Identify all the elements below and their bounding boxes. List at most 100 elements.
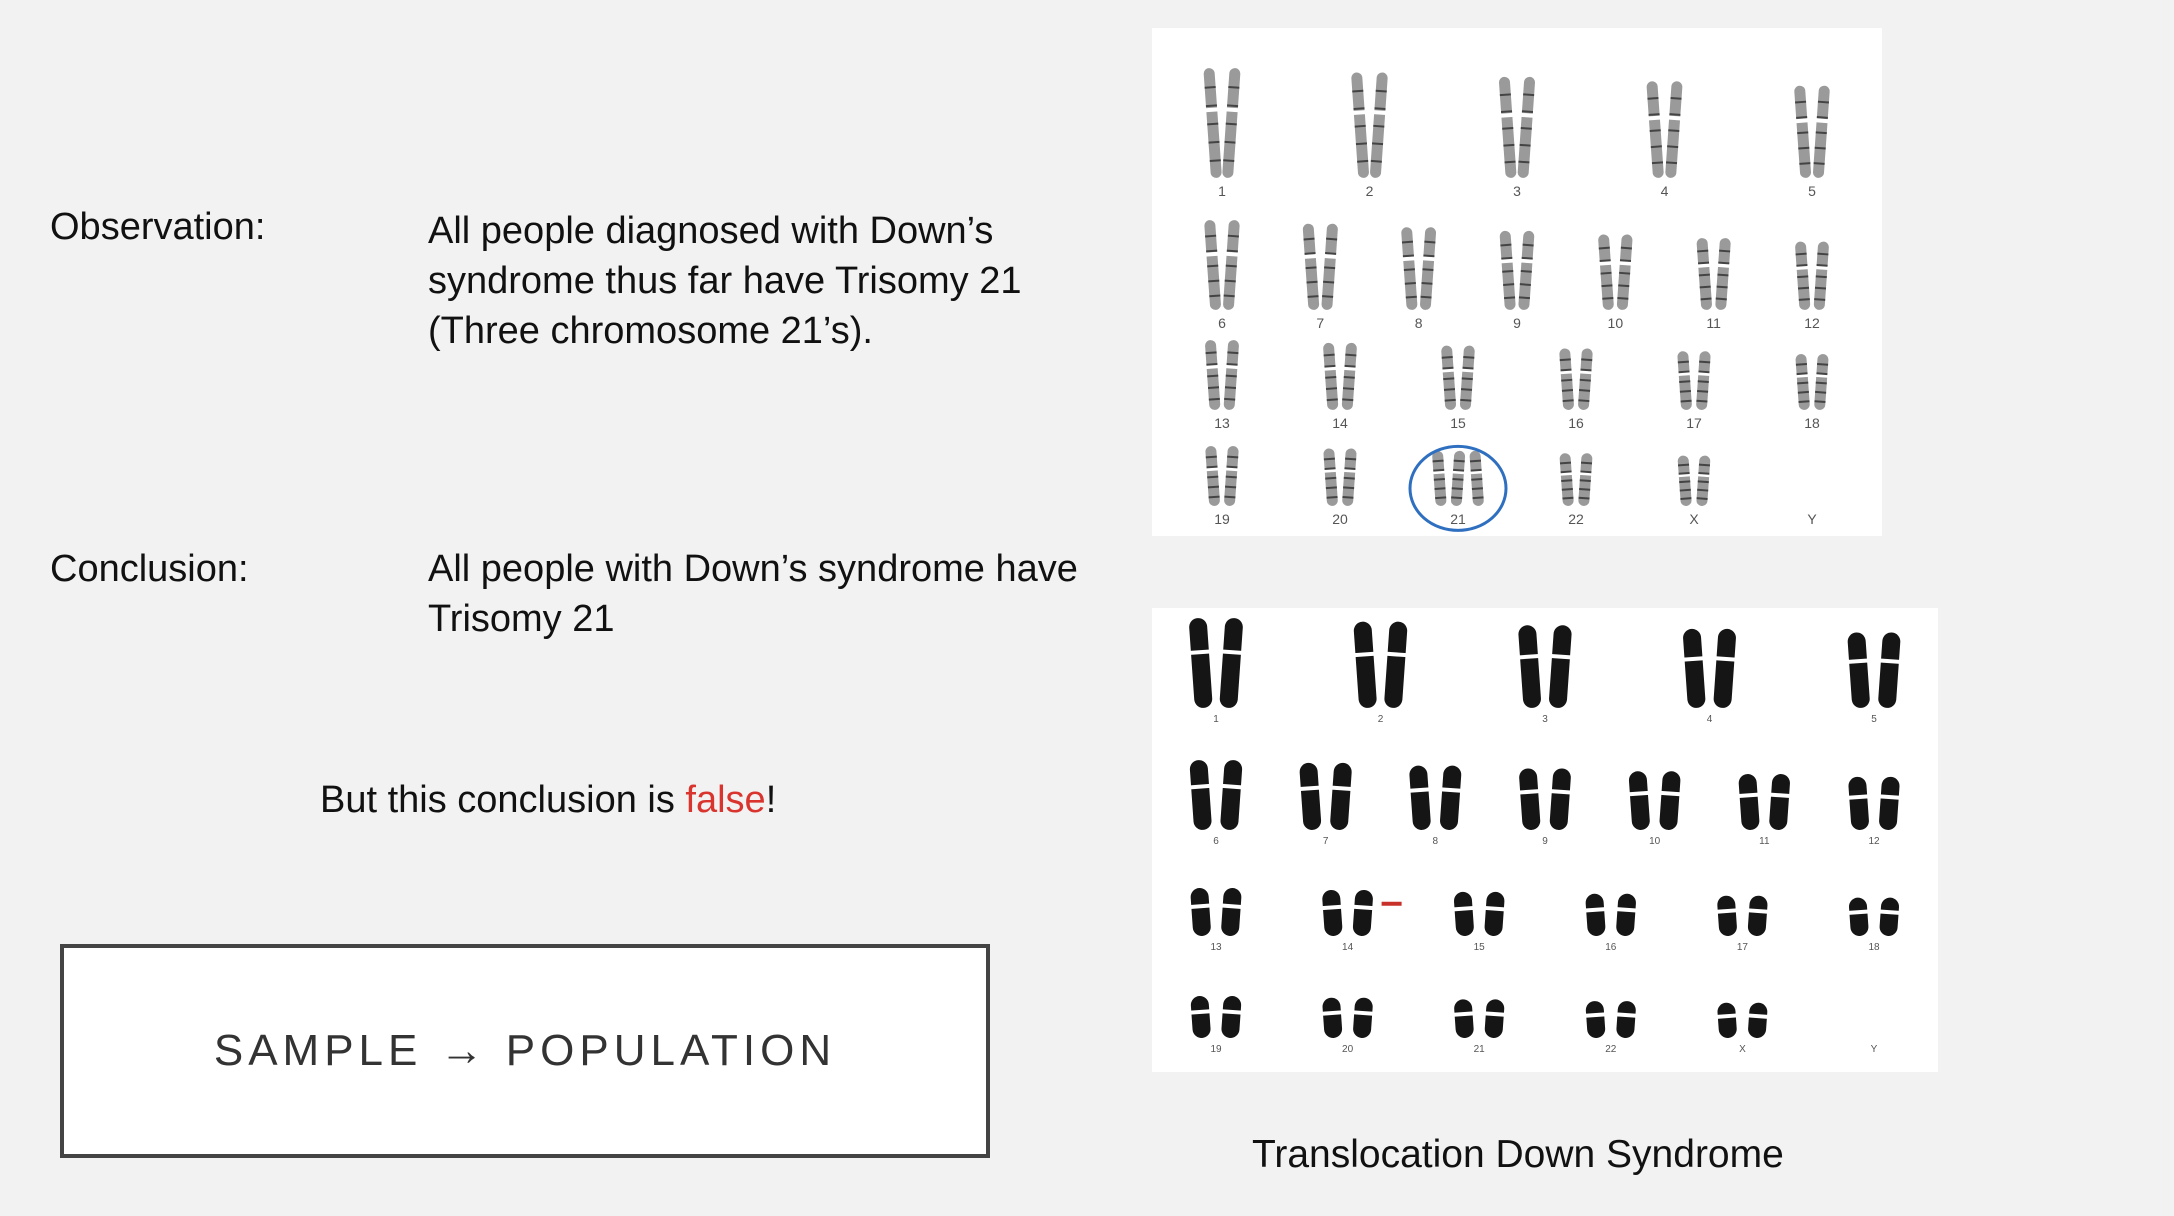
conclusion-label: Conclusion: <box>50 548 249 590</box>
chromosome-label: 16 <box>1568 415 1584 431</box>
chromosome-label: 8 <box>1433 836 1439 847</box>
chromosome-5 <box>1794 85 1830 178</box>
chromosome-2 <box>1351 72 1388 178</box>
chromosome-4 <box>1683 628 1736 708</box>
chromosome-label: Y <box>1871 1044 1878 1055</box>
sample-population-text: SAMPLE → POPULATION <box>213 1026 837 1075</box>
rebuttal-line: But this conclusion is false! <box>320 775 776 825</box>
chromosome-7 <box>1299 762 1352 830</box>
chromosome-16 <box>1585 893 1637 936</box>
chromosome-X <box>1677 455 1711 506</box>
chromosome-label: 16 <box>1605 942 1617 953</box>
chromosome-label: 3 <box>1542 714 1548 725</box>
chromosome-label: 5 <box>1808 183 1816 199</box>
figure-caption: Translocation Down Syndrome <box>1252 1133 1784 1176</box>
chromosome-6 <box>1189 760 1243 830</box>
chromosome-20 <box>1323 448 1357 506</box>
observation-line: (Three chromosome 21’s). <box>428 310 873 352</box>
chromosome-2 <box>1353 621 1408 708</box>
chromosome-label: 11 <box>1706 315 1721 331</box>
chromosome-20 <box>1321 997 1374 1038</box>
chromosome-label: 18 <box>1804 415 1820 431</box>
chromosome-17 <box>1716 895 1769 936</box>
chromosome-label: 9 <box>1513 315 1521 331</box>
chromosome-12 <box>1795 241 1829 310</box>
chromosome-21 <box>1453 999 1505 1038</box>
chromosome-label: 4 <box>1707 714 1713 725</box>
chromosome-label: 13 <box>1210 942 1222 953</box>
chromosome-19 <box>1190 996 1242 1038</box>
observation-label: Observation: <box>50 206 266 248</box>
chromosome-15 <box>1441 345 1475 410</box>
chromosome-18 <box>1795 354 1829 410</box>
chromosome-label: 5 <box>1871 714 1877 725</box>
chromosome-label: 14 <box>1332 415 1348 431</box>
chromosome-1 <box>1203 68 1241 178</box>
chromosome-label: 2 <box>1366 183 1374 199</box>
chromosome-label: 21 <box>1450 511 1466 527</box>
chromosome-label: 3 <box>1513 183 1521 199</box>
chromosome-11 <box>1696 238 1731 310</box>
chromosome-label: 13 <box>1214 415 1230 431</box>
chromosome-10 <box>1598 234 1633 310</box>
chromosome-9 <box>1499 230 1535 310</box>
chromosome-label: 1 <box>1213 714 1219 725</box>
chromosome-4 <box>1646 81 1683 178</box>
chromosome-label: 7 <box>1316 315 1324 331</box>
rebuttal-suffix: ! <box>765 779 777 821</box>
chromosome-10 <box>1628 771 1681 830</box>
chromosome-8 <box>1401 227 1437 310</box>
chromosome-label: 19 <box>1214 511 1230 527</box>
chromosome-22 <box>1585 1001 1637 1038</box>
chromosome-label: X <box>1739 1044 1746 1055</box>
chromosome-label: 20 <box>1342 1044 1354 1055</box>
chromosome-label: 14 <box>1342 942 1354 953</box>
observation-line: All people diagnosed with Down’s <box>428 210 994 252</box>
chromosome-3 <box>1499 76 1535 178</box>
sample-population-box: SAMPLE → POPULATION <box>60 944 990 1158</box>
chromosome-label: 1 <box>1218 183 1226 199</box>
chromosome-label: X <box>1689 511 1699 527</box>
chromosome-label: 9 <box>1542 836 1548 847</box>
chromosome-label: 7 <box>1323 836 1329 847</box>
chromosome-X <box>1716 1002 1769 1038</box>
chromosome-label: 4 <box>1661 183 1669 199</box>
chromosome-5 <box>1847 632 1901 708</box>
chromosome-label: 10 <box>1649 836 1661 847</box>
chromosome-label: 17 <box>1737 942 1749 953</box>
chromosome-18 <box>1848 897 1900 936</box>
chromosome-15 <box>1453 891 1505 936</box>
chromosome-3 <box>1518 625 1572 708</box>
chromosome-label: Y <box>1807 511 1817 527</box>
observation-line: syndrome thus far have Trisomy 21 <box>428 260 1022 302</box>
conclusion-line: All people with Down’s syndrome have <box>428 548 1078 590</box>
chromosome-label: 8 <box>1415 315 1423 331</box>
chromosome-label: 2 <box>1378 714 1384 725</box>
chromosome-label: 6 <box>1218 315 1226 331</box>
highlight-circle <box>1408 444 1508 532</box>
chromosome-label: 6 <box>1213 836 1219 847</box>
chromosome-9 <box>1519 768 1571 830</box>
conclusion-line: Trisomy 21 <box>428 598 615 640</box>
chromosome-7 <box>1302 223 1338 310</box>
chromosome-label: 12 <box>1868 836 1880 847</box>
observation-text: All people diagnosed with Down’s syndrom… <box>428 206 1108 356</box>
rebuttal-prefix: But this conclusion is <box>320 779 686 821</box>
rebuttal-highlight: false <box>685 779 766 821</box>
chromosome-label: 12 <box>1804 315 1820 331</box>
chromosome-13 <box>1190 888 1242 936</box>
chromosome-19 <box>1205 446 1239 506</box>
chromosome-label: 22 <box>1568 511 1584 527</box>
chromosome-13 <box>1205 340 1239 410</box>
chromosome-17 <box>1677 351 1711 410</box>
chromosome-label: 21 <box>1474 1044 1486 1055</box>
chromosome-14 <box>1321 889 1374 936</box>
chromosome-label: 15 <box>1450 415 1466 431</box>
chromosome-label: 22 <box>1605 1044 1617 1055</box>
chromosome-label: 15 <box>1474 942 1486 953</box>
chromosome-12 <box>1848 776 1900 830</box>
chromosome-label: 19 <box>1210 1044 1222 1055</box>
chromosome-6 <box>1204 220 1240 310</box>
